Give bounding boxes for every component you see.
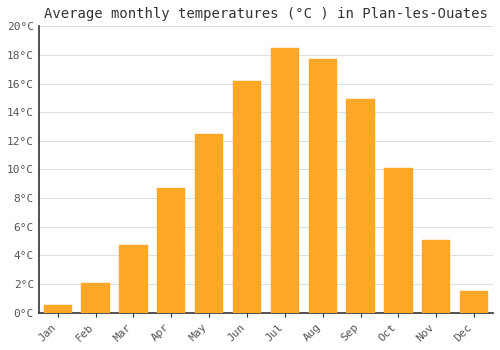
Bar [119, 245, 148, 313]
Bar [270, 48, 299, 313]
Title: Average monthly temperatures (°C ) in Plan-les-Ouates: Average monthly temperatures (°C ) in Pl… [44, 7, 488, 21]
Bar [308, 59, 337, 313]
Bar [346, 99, 375, 313]
Bar [82, 282, 110, 313]
Bar [157, 188, 186, 313]
Bar [44, 306, 72, 313]
Bar [195, 134, 224, 313]
Bar [384, 168, 412, 313]
Bar [460, 291, 488, 313]
Bar [233, 81, 261, 313]
Bar [422, 240, 450, 313]
